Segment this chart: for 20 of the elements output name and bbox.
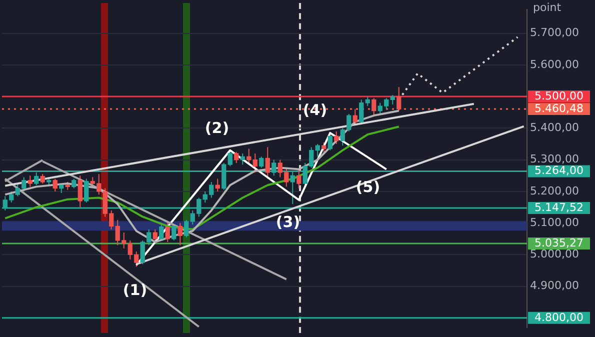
ref-line-label: 5.147,52 (534, 200, 584, 214)
ref-line-label: 5.035,27 (534, 236, 584, 250)
y-tick-label: 5.400,00 (530, 121, 579, 134)
annotation: (2) (204, 119, 230, 137)
y-tick-label: 5.300,00 (530, 152, 579, 166)
y-axis-title: point (533, 0, 562, 14)
y-tick-label: 5.000,00 (530, 248, 579, 261)
y-tick-label: 5.200,00 (530, 184, 579, 198)
annotation: (3) (276, 213, 300, 231)
y-tick-label: 5.600,00 (530, 58, 579, 71)
annotation: (5) (356, 178, 380, 196)
ref-line-label: 4.800,00 (534, 310, 584, 324)
ref-line-label: 5.264,00 (534, 164, 584, 178)
y-tick-label: 4.900,00 (530, 279, 579, 292)
ref-line-label: 5.500,00 (534, 89, 584, 102)
annotation: (1) (122, 281, 148, 299)
y-tick-label: 5.700,00 (530, 26, 579, 40)
ref-line-label: 5.460,48 (534, 102, 584, 115)
annotation: (4) (302, 101, 328, 119)
y-tick-label: 5.100,00 (530, 216, 579, 229)
